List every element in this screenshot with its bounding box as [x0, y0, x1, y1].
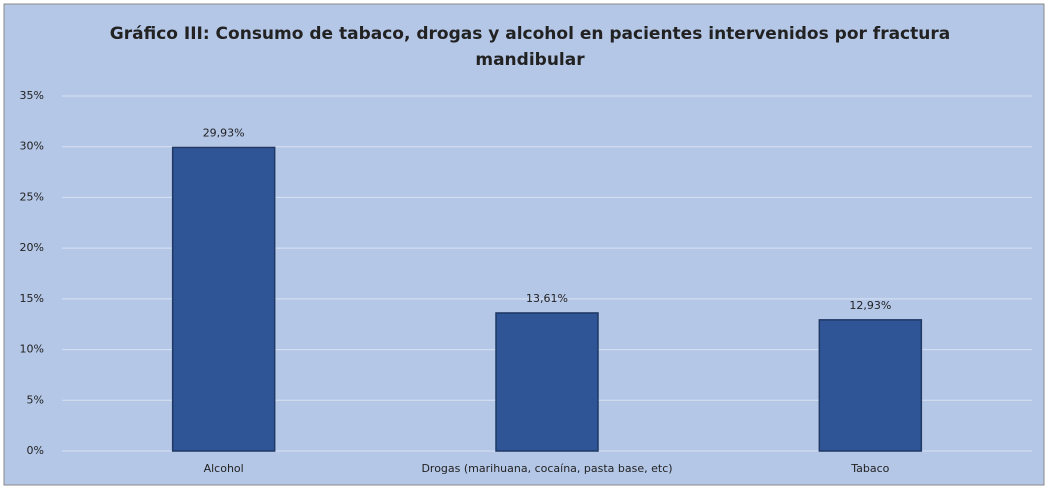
x-tick-label: Drogas (marihuana, cocaína, pasta base, …: [421, 462, 672, 475]
y-tick-label: 10%: [20, 343, 44, 356]
chart-title: Gráfico III: Consumo de tabaco, drogas y…: [110, 24, 950, 44]
data-label: 29,93%: [203, 126, 245, 139]
x-tick-label: Alcohol: [204, 462, 244, 475]
y-tick-label: 0%: [27, 444, 44, 457]
x-tick-label: Tabaco: [850, 462, 889, 475]
y-tick-label: 25%: [20, 190, 44, 203]
bar: [818, 319, 923, 452]
y-tick-label: 35%: [20, 89, 44, 102]
chart-title: mandibular: [475, 50, 585, 70]
y-tick-label: 20%: [20, 241, 44, 254]
bar: [495, 312, 599, 452]
y-tick-label: 15%: [20, 292, 44, 305]
y-tick-label: 30%: [20, 140, 44, 153]
bar: [171, 146, 276, 452]
y-tick-label: 5%: [27, 393, 44, 406]
data-label: 13,61%: [526, 292, 568, 305]
data-label: 12,93%: [849, 299, 891, 312]
